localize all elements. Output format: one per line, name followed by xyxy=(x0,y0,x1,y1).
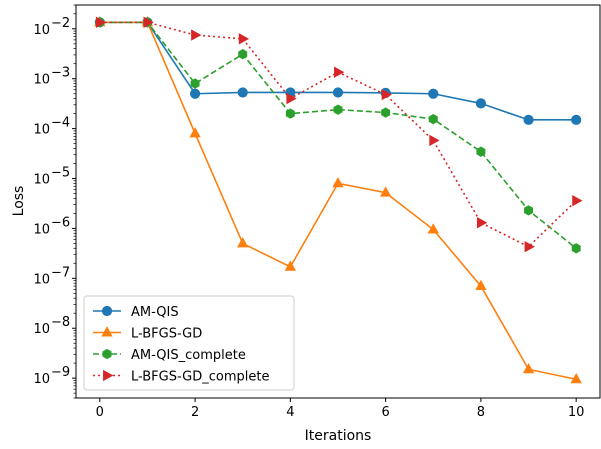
x-axis-label: Iterations xyxy=(305,428,372,444)
data-point-L-BFGS-GD_complete-0 xyxy=(95,16,107,28)
y-tick-label--9: 10 xyxy=(33,372,50,387)
y-tick-label--5: 10 xyxy=(33,173,50,188)
y-tick-exponent--8: −8 xyxy=(51,315,70,330)
data-point-AM-QIS_complete-10 xyxy=(571,243,581,254)
y-tick-label--4: 10 xyxy=(33,123,50,138)
data-point-L-BFGS-GD_complete-3 xyxy=(238,33,250,45)
data-point-AM-QIS-8 xyxy=(475,98,487,109)
data-point-AM-QIS_complete-3 xyxy=(238,49,248,60)
y-tick-exponent--4: −4 xyxy=(51,116,70,131)
data-point-L-BFGS-GD-3 xyxy=(237,237,249,248)
x-tick-label-0: 0 xyxy=(96,405,104,420)
y-tick-label--8: 10 xyxy=(33,322,50,337)
legend-label-AM-QIS_complete: AM-QIS_complete xyxy=(131,348,246,363)
y-tick-exponent--9: −9 xyxy=(51,365,70,380)
y-tick-label--2: 10 xyxy=(33,23,50,38)
series-line-L-BFGS-GD_complete xyxy=(99,21,577,248)
x-tick-label-6: 6 xyxy=(381,405,389,420)
data-point-AM-QIS-3 xyxy=(237,87,248,98)
data-point-AM-QIS_complete-8 xyxy=(476,146,486,157)
data-point-AM-QIS_complete-9 xyxy=(524,205,534,216)
legend-box xyxy=(83,295,295,391)
data-point-AM-QIS_complete-5 xyxy=(333,104,343,115)
data-point-L-BFGS-GD-10 xyxy=(570,372,582,384)
legend-label-AM-QIS: AM-QIS xyxy=(131,305,179,320)
series-line-AM-QIS_complete xyxy=(99,21,577,249)
data-point-L-BFGS-GD_complete-6 xyxy=(381,88,392,101)
data-point-AM-QIS-9 xyxy=(523,114,534,125)
legend-marker-L-BFGS-GD xyxy=(101,326,113,337)
y-tick-exponent--7: −7 xyxy=(51,265,70,280)
data-point-AM-QIS-10 xyxy=(571,114,582,125)
data-point-AM-QIS-2 xyxy=(189,88,201,99)
data-point-L-BFGS-GD-8 xyxy=(475,279,487,291)
y-axis-label: Loss xyxy=(11,186,27,217)
x-tick-label-8: 8 xyxy=(477,405,485,420)
y-tick-label--3: 10 xyxy=(33,73,50,88)
y-axis: 10−210−310−410−510−610−710−810−9 xyxy=(33,4,76,399)
plot-frame xyxy=(75,4,601,399)
data-point-AM-QIS-5 xyxy=(332,87,344,98)
y-tick-label--6: 10 xyxy=(33,222,50,237)
legend-entry-L-BFGS-GD: L-BFGS-GD xyxy=(93,326,202,342)
data-point-L-BFGS-GD_complete-1 xyxy=(143,16,154,28)
legend-label-L-BFGS-GD: L-BFGS-GD xyxy=(131,327,202,342)
legend-marker-AM-QIS xyxy=(101,305,113,317)
data-point-AM-QIS_complete-2 xyxy=(190,78,200,89)
series-L-BFGS-GD_complete xyxy=(95,16,583,253)
legend-marker-L-BFGS-GD_complete xyxy=(103,369,114,382)
x-axis: 0 2 4 6 8 10 xyxy=(96,398,585,420)
legend-entry-AM-QIS: AM-QIS xyxy=(93,305,179,320)
data-point-AM-QIS_complete-7 xyxy=(428,113,438,125)
data-point-L-BFGS-GD_complete-10 xyxy=(572,194,583,207)
data-point-L-BFGS-GD_complete-8 xyxy=(476,217,488,229)
x-tick-label-2: 2 xyxy=(191,405,199,420)
x-tick-label-10: 10 xyxy=(568,405,585,420)
data-point-AM-QIS_complete-6 xyxy=(381,107,391,118)
data-point-L-BFGS-GD-4 xyxy=(284,260,297,271)
y-tick-exponent--2: −2 xyxy=(51,16,70,31)
data-point-L-BFGS-GD-9 xyxy=(522,363,535,374)
legend-marker-AM-QIS_complete xyxy=(102,348,112,360)
data-point-L-BFGS-GD_complete-7 xyxy=(429,134,440,147)
y-tick-exponent--3: −3 xyxy=(51,66,70,81)
data-point-L-BFGS-GD-2 xyxy=(189,127,201,138)
data-point-L-BFGS-GD-5 xyxy=(332,177,344,188)
legend: AM-QIS L-BFGS-GD AM-QIS_complete L-BFGS-GD_… xyxy=(83,295,295,391)
data-point-AM-QIS-7 xyxy=(428,88,439,99)
x-tick-label-4: 4 xyxy=(286,405,294,420)
y-tick-label--7: 10 xyxy=(33,272,50,287)
data-point-L-BFGS-GD-7 xyxy=(427,223,439,234)
data-point-L-BFGS-GD_complete-4 xyxy=(286,92,297,105)
legend-entry-AM-QIS_complete: AM-QIS_complete xyxy=(93,348,246,363)
data-marks xyxy=(94,15,583,384)
legend-entry-L-BFGS-GD_complete: L-BFGS-GD_complete xyxy=(93,370,269,385)
y-tick-exponent--6: −6 xyxy=(51,215,70,230)
data-point-L-BFGS-GD-6 xyxy=(379,186,392,197)
y-tick-exponent--5: −5 xyxy=(51,166,70,181)
legend-label-L-BFGS-GD_complete: L-BFGS-GD_complete xyxy=(131,370,269,385)
data-point-L-BFGS-GD_complete-9 xyxy=(524,241,535,253)
data-point-L-BFGS-GD_complete-5 xyxy=(334,66,345,78)
data-point-L-BFGS-GD_complete-2 xyxy=(191,29,202,41)
data-point-AM-QIS_complete-4 xyxy=(285,108,295,119)
